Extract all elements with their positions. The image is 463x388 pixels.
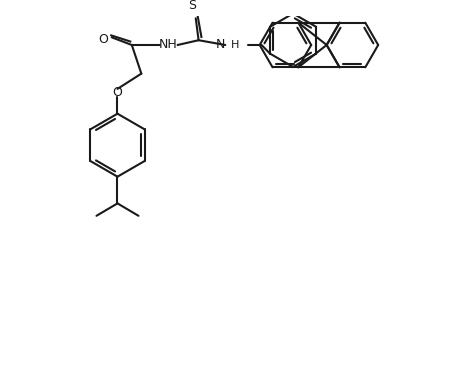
Text: H: H <box>230 40 238 50</box>
Text: O: O <box>113 86 122 99</box>
Text: NH: NH <box>158 38 177 52</box>
Text: N: N <box>215 38 225 52</box>
Text: O: O <box>98 33 108 46</box>
Text: S: S <box>188 0 195 12</box>
